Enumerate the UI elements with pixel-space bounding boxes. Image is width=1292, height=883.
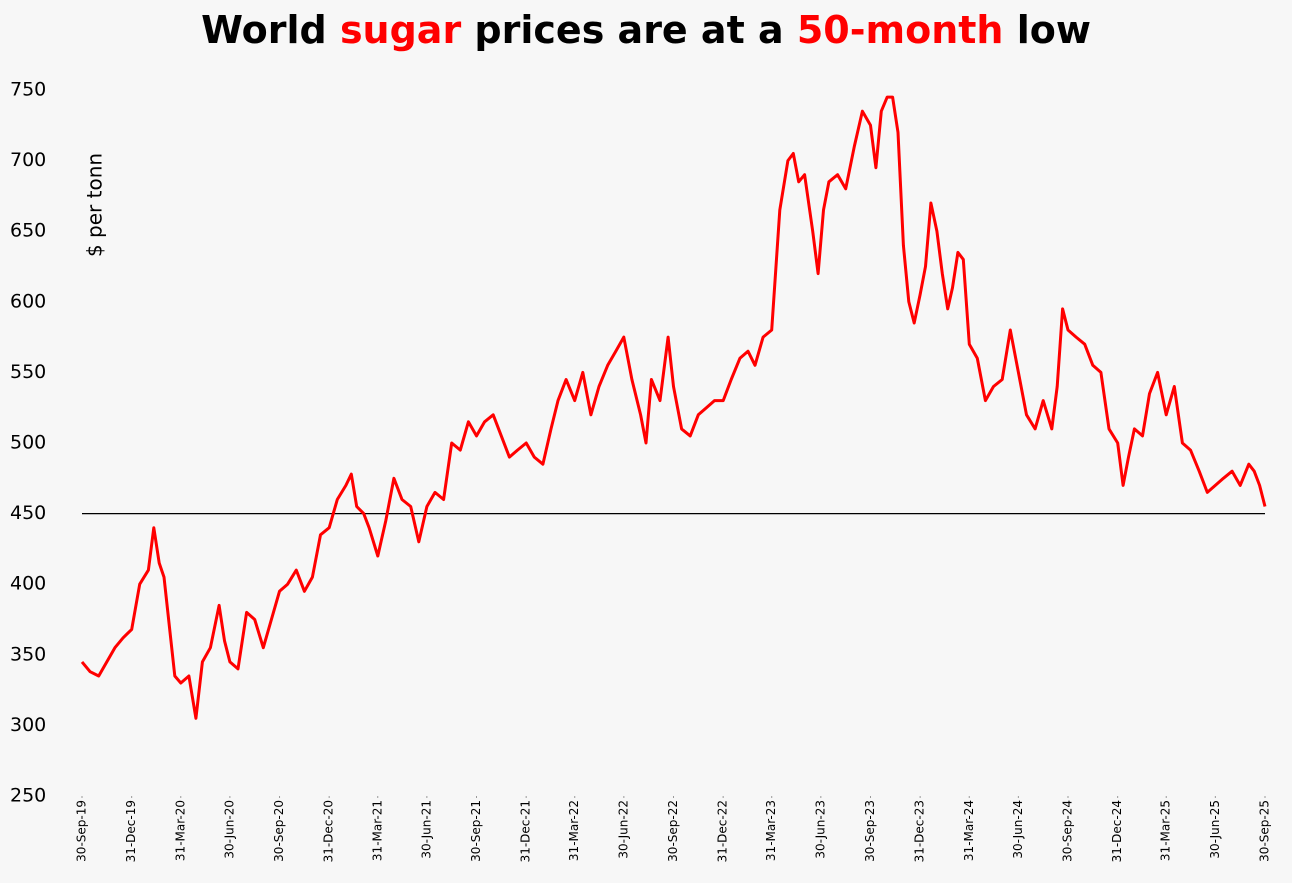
x-tick-label: 31-Mar-25 bbox=[1159, 800, 1173, 861]
x-tick-label: 31-Dec-23 bbox=[913, 800, 927, 862]
title-part: World bbox=[201, 8, 340, 52]
chart-title: World sugar prices are at a 50-month low bbox=[201, 8, 1091, 52]
x-tick-label: 31-Dec-21 bbox=[519, 800, 533, 862]
y-tick-label: 400 bbox=[10, 573, 46, 595]
y-tick-label: 300 bbox=[10, 714, 46, 736]
x-tick-label: 31-Mar-24 bbox=[962, 800, 976, 861]
x-tick-label: 31-Mar-20 bbox=[173, 800, 187, 861]
price-line bbox=[80, 95, 1267, 720]
x-tick-label: 30-Sep-19 bbox=[75, 800, 89, 862]
x-tick-label: 31-Dec-20 bbox=[322, 800, 336, 862]
x-tick-label: 31-Mar-22 bbox=[567, 800, 581, 861]
x-tick-label: 30-Sep-25 bbox=[1258, 800, 1272, 862]
x-tick-label: 31-Dec-19 bbox=[124, 800, 138, 862]
y-tick-label: 750 bbox=[10, 79, 46, 101]
x-tick-label: 30-Sep-22 bbox=[666, 800, 680, 862]
x-tick-label: 30-Jun-20 bbox=[222, 800, 236, 859]
x-tick-label: 31-Dec-24 bbox=[1110, 800, 1124, 862]
x-tick-label: 30-Jun-25 bbox=[1208, 800, 1222, 859]
y-axis-label: $ per tonn bbox=[83, 153, 107, 257]
title-part: sugar bbox=[340, 8, 462, 52]
y-tick-label: 600 bbox=[10, 290, 46, 312]
x-tick-label: 30-Sep-23 bbox=[863, 800, 877, 862]
y-tick-label: 550 bbox=[10, 361, 46, 383]
x-tick-label: 30-Jun-23 bbox=[813, 800, 827, 859]
y-tick-label: 250 bbox=[10, 785, 46, 807]
x-tick-label: 31-Mar-21 bbox=[370, 800, 384, 861]
x-tick-label: 30-Jun-21 bbox=[419, 800, 433, 859]
title-part: 50-month bbox=[797, 8, 1004, 52]
x-tick-label: 31-Dec-22 bbox=[716, 800, 730, 862]
y-tick-label: 450 bbox=[10, 502, 46, 524]
title-part: prices are at a bbox=[461, 8, 797, 52]
x-tick-label: 30-Sep-20 bbox=[272, 800, 286, 862]
x-tick-label: 30-Sep-21 bbox=[469, 800, 483, 862]
x-tick-label: 30-Jun-22 bbox=[616, 800, 630, 859]
title-part: low bbox=[1003, 8, 1090, 52]
x-tick-label: 31-Mar-23 bbox=[764, 800, 778, 861]
x-tick-label: 30-Jun-24 bbox=[1011, 800, 1025, 859]
y-tick-label: 500 bbox=[10, 432, 46, 454]
y-tick-label: 350 bbox=[10, 643, 46, 665]
x-tick-label: 30-Sep-24 bbox=[1061, 800, 1075, 862]
y-tick-label: 650 bbox=[10, 220, 46, 242]
y-tick-label: 700 bbox=[10, 149, 46, 171]
